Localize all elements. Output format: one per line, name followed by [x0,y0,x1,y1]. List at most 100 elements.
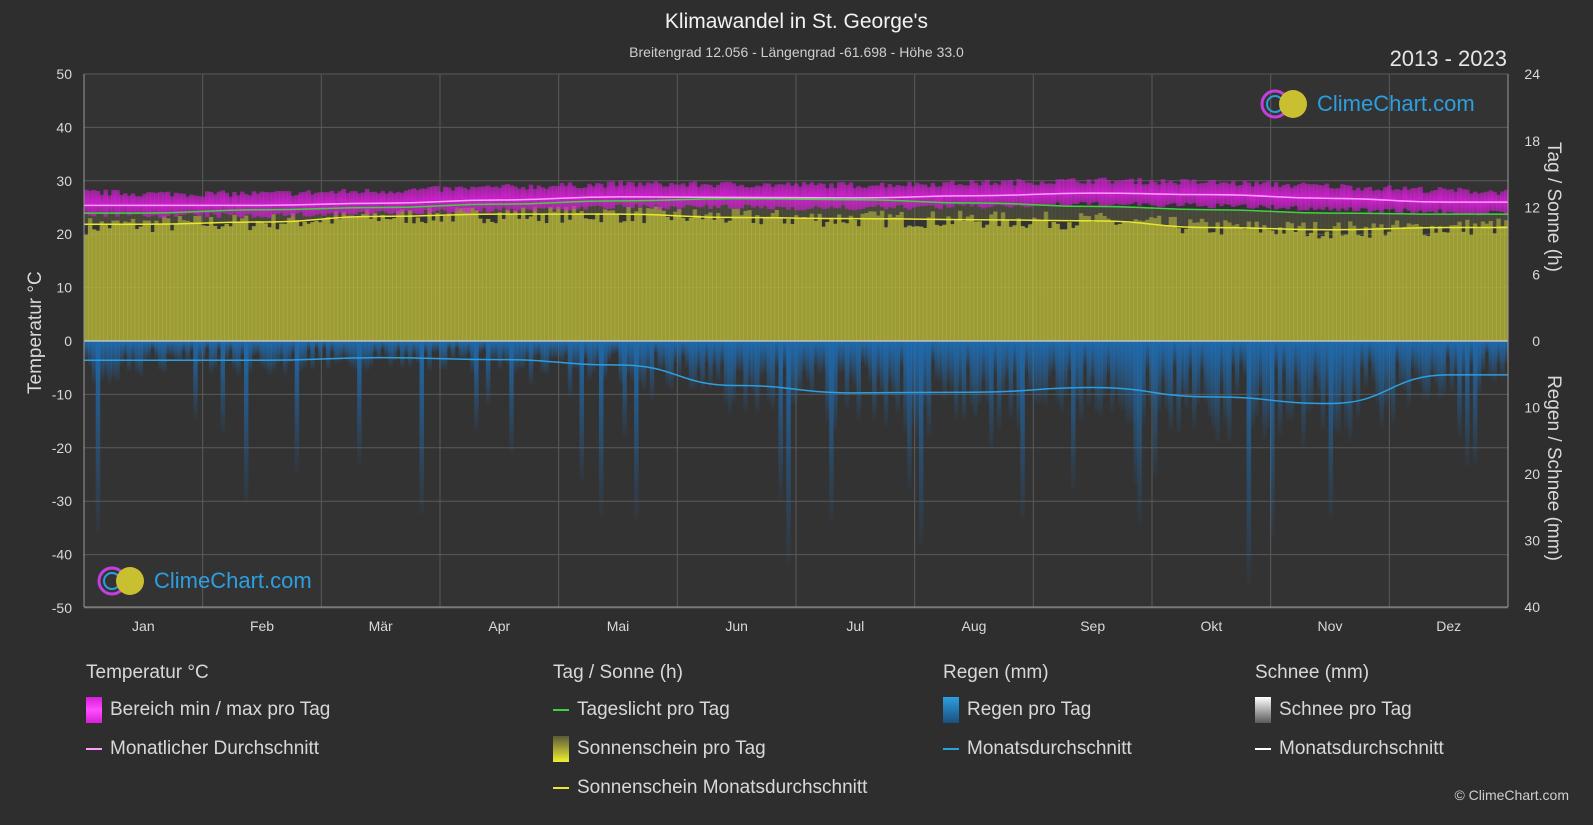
rain-day-bar [384,341,389,357]
daylight-day-bar [1141,207,1146,224]
daylight-day-bar [942,202,947,220]
rain-day-bar [614,341,620,354]
temp-range-day-bar [1305,183,1310,211]
daylight-day-bar [618,200,623,215]
temp-range-day-bar [1418,186,1423,211]
temp-range-day-bar [1293,185,1298,206]
daylight-day-bar [918,201,924,220]
sunshine-day-bar [193,215,198,341]
sunshine-day-bar [142,220,148,341]
rain-day-bar [1484,341,1490,354]
temp-range-day-bar [1035,184,1041,206]
sunshine-day-bar [1113,224,1119,341]
rain-day-bar [212,341,218,369]
daylight-day-bar [357,207,362,218]
sunshine-day-bar [1266,229,1271,341]
rain-day-bar [1281,341,1287,373]
sunshine-day-bar [1090,221,1096,341]
sunshine-day-bar [1406,223,1412,341]
daylight-day-bar [1472,213,1478,227]
rain-day-bar [688,341,694,390]
sunshine-day-bar [1110,220,1115,341]
sunshine-day-bar [329,223,335,341]
sunshine-day-bar [1137,220,1142,341]
sunshine-day-bar [829,217,834,341]
rain-day-bar [1375,341,1380,406]
temp-range-day-bar [790,185,795,208]
rain-day-bar [833,341,838,431]
rain-day-bar [1078,341,1084,422]
rain-day-bar [329,341,335,353]
temp-range-day-bar [973,182,979,205]
daylight-day-bar [950,202,955,220]
rain-day-bar [1488,341,1493,377]
sunshine-day-bar [1316,238,1322,341]
month-tick-label: Nov [1318,618,1343,634]
temp-range-day-bar [107,195,112,213]
daylight-day-bar [1387,213,1392,229]
sunshine-day-bar [1496,218,1501,341]
rain-day-bar [747,341,752,385]
daylight-day-bar [751,198,756,218]
daylight-day-bar [1328,213,1334,230]
daylight-day-bar [1219,209,1224,228]
rain-day-bar [735,341,741,372]
temp-range-day-bar [481,186,487,209]
rain-day-bar [1211,341,1216,430]
rain-day-bar [739,341,744,372]
temp-range-day-bar [1137,177,1142,206]
sunshine-day-bar [544,223,549,341]
sunshine-day-bar [969,214,975,341]
rain-day-bar [224,341,229,360]
daylight-day-bar [1277,211,1283,229]
daylight-day-bar [595,201,600,215]
month-tick-label: Aug [962,618,987,634]
sunshine-day-bar [298,226,304,341]
daylight-day-bar [1195,209,1201,227]
rain-day-bar [692,341,698,388]
sunshine-day-bar [1082,215,1088,341]
daylight-day-bar [825,199,830,219]
rain-day-bar [563,341,569,356]
rain-day-bar [1301,341,1306,448]
daylight-day-bar [723,198,729,218]
temp-range-day-bar [431,186,436,213]
temp-range-day-bar [372,191,378,213]
temp-range-day-bar [794,183,799,211]
sunshine-day-bar [485,218,491,341]
sunshine-day-bar [1258,232,1263,341]
rain-day-bar [1094,341,1099,414]
sunshine-day-bar [579,210,584,341]
daylight-day-bar [1453,214,1458,228]
sunshine-day-bar [977,221,982,341]
sunshine-day-bar [1273,234,1279,341]
rain-day-bar [306,341,311,351]
temp-range-day-bar [1312,184,1318,210]
temp-range-day-bar [1160,179,1166,208]
sun-tick-label: 24 [1524,66,1540,82]
daylight-day-bar [1363,213,1369,230]
daylight-day-bar [548,202,553,215]
rain-day-bar [314,341,319,349]
sunshine-day-bar [263,223,268,341]
sunshine-day-bar [360,213,366,341]
rain-day-bar [926,341,932,438]
rain-day-bar [1133,341,1138,485]
sunshine-day-bar [111,220,116,341]
sunshine-day-bar [290,213,296,341]
sunshine-day-bar [1457,221,1462,341]
sunshine-day-bar [1164,225,1170,341]
sunshine-day-bar [1184,228,1189,341]
temp-tick-label: 40 [56,119,72,135]
daylight-day-bar [680,199,686,216]
sunshine-day-bar [1410,224,1415,341]
sunshine-day-bar [677,209,682,341]
temp-range-day-bar [1371,190,1376,211]
daylight-day-bar [185,211,190,224]
temp-range-day-bar [1457,187,1462,214]
temp-range-day-bar [407,189,413,212]
legend-label: Bereich min / max pro Tag [110,699,331,720]
daylight-day-bar [158,212,163,224]
sunshine-day-bar [321,218,327,341]
temp-range-day-bar [318,192,323,214]
